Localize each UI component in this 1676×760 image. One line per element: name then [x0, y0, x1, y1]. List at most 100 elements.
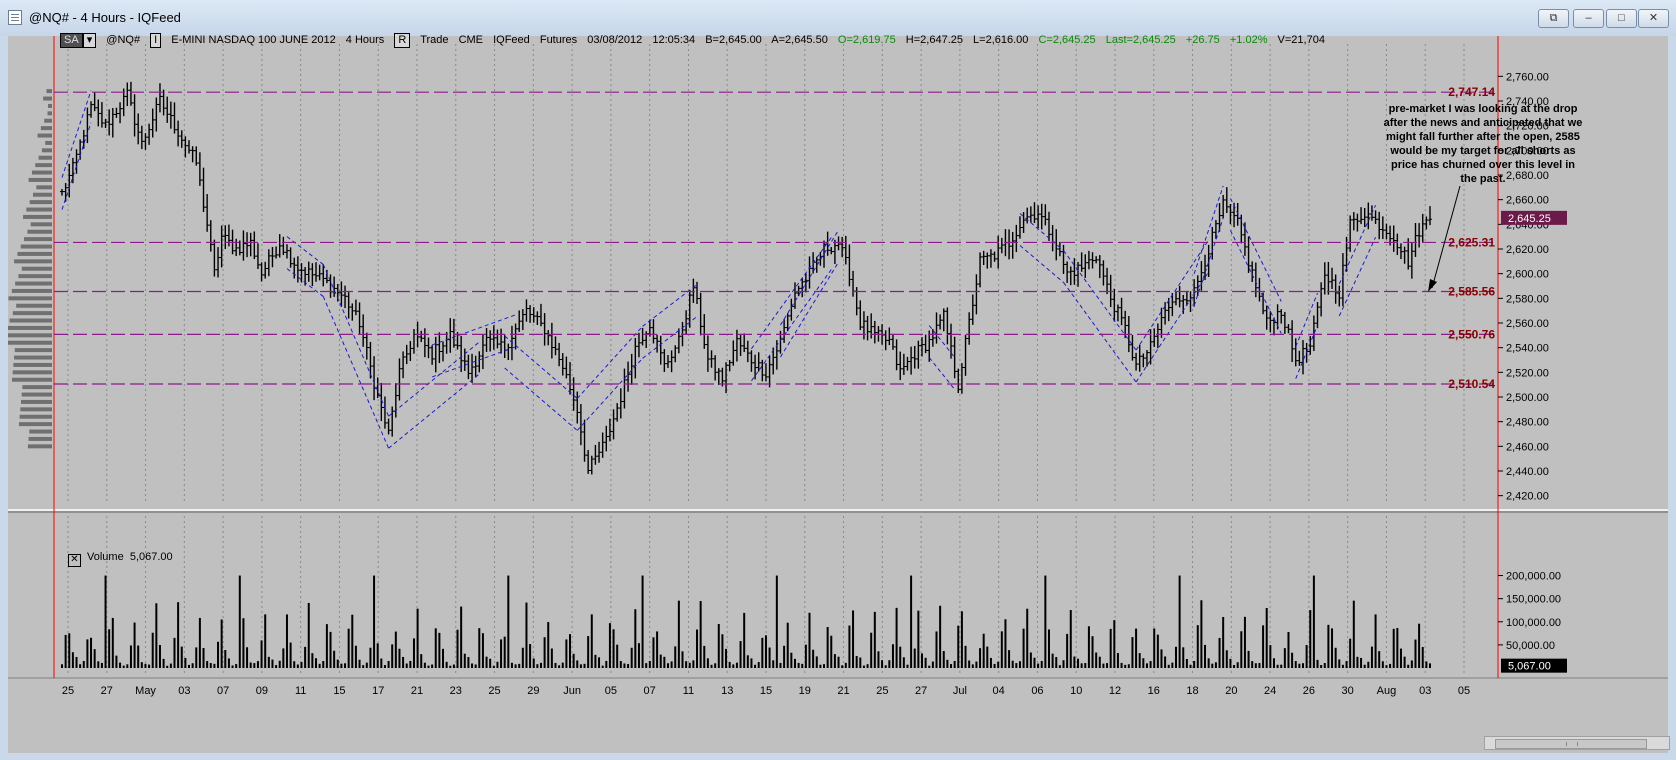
volume-bar [910, 575, 913, 668]
volume-profile-bar [38, 155, 52, 160]
volume-bar [899, 646, 902, 668]
volume-bar [779, 662, 782, 668]
level-label: 2,625.31 [1448, 235, 1495, 249]
volume-bar [855, 656, 858, 668]
volume-bar [1225, 650, 1228, 668]
volume-bar [1331, 628, 1334, 668]
volume-bar [732, 664, 735, 668]
volume-bar [1312, 575, 1315, 668]
volume-bar [815, 656, 818, 668]
x-tick-label: 09 [256, 685, 268, 697]
trendline [1019, 245, 1064, 283]
volume-bar [993, 663, 996, 668]
volume-bar [1185, 658, 1188, 668]
volume-bar [1142, 658, 1145, 668]
volume-bar [1363, 664, 1366, 668]
volume-bar [819, 664, 822, 668]
volume-bar [598, 657, 601, 668]
volume-bar [1207, 658, 1210, 668]
volume-bar [1410, 660, 1413, 668]
volume-bar [489, 658, 492, 668]
volume-bar [1399, 648, 1402, 668]
volume-bar [79, 664, 82, 668]
close-button[interactable]: ✕ [1638, 9, 1669, 28]
volume-bar [696, 629, 699, 668]
trendline [1338, 237, 1377, 317]
volume-bar [242, 618, 245, 668]
interval-button[interactable]: I [150, 33, 162, 48]
trendline [1135, 239, 1210, 351]
r-button[interactable]: R [394, 33, 411, 48]
volume-bar [1287, 631, 1290, 668]
volume-profile-bar [32, 192, 52, 197]
trendline [780, 261, 839, 358]
volume-bar [383, 665, 386, 668]
x-tick-label: 07 [644, 685, 656, 697]
volume-profile-bar [8, 325, 52, 330]
volume-bar [329, 631, 332, 668]
maximize-button[interactable]: □ [1606, 9, 1637, 28]
volume-bar [485, 656, 488, 668]
volume-close-icon[interactable]: ✕ [68, 554, 81, 567]
volume-bar [525, 602, 528, 668]
volume-profile-bar [47, 111, 52, 116]
volume-bar [1171, 662, 1174, 668]
x-tick-label: 30 [1342, 685, 1354, 697]
volume-bar [1196, 625, 1199, 668]
app-icon [8, 10, 22, 25]
symbol-header: SA ▾ @NQ# I E-MINI NASDAQ 100 JUNE 2012 4… [60, 33, 1332, 51]
volume-bar [496, 661, 499, 668]
minimize-button[interactable]: – [1573, 9, 1604, 28]
y-tick-label: 2,700.00 [1506, 145, 1549, 157]
volume-profile-bar [23, 214, 52, 219]
trendline [1295, 292, 1318, 347]
date-label: 03/08/2012 [587, 34, 643, 46]
volume-profile-bar [19, 414, 52, 419]
volume-bar [946, 659, 949, 668]
volume-bar [1062, 660, 1065, 668]
horizontal-scrollbar[interactable] [1484, 736, 1670, 750]
volume-bar [681, 651, 684, 668]
volume-bar [1055, 657, 1058, 668]
volume-profile-bar [46, 89, 52, 94]
restore-down-button[interactable]: ⧉ [1538, 9, 1569, 28]
y-tick-label: 2,760.00 [1506, 71, 1549, 83]
annotation-arrowhead [1428, 279, 1437, 292]
volume-bar [438, 632, 441, 668]
volume-bar [90, 637, 93, 668]
volume-bar [1305, 645, 1308, 668]
y-tick-label: 2,580.00 [1506, 293, 1549, 305]
volume-bar [768, 647, 771, 668]
x-tick-label: 04 [993, 685, 1005, 697]
x-tick-label: Jul [953, 685, 967, 697]
volume-bar [1145, 663, 1148, 668]
volume-bar [325, 624, 328, 668]
x-tick-label: 21 [411, 685, 423, 697]
bid-label: B=2,645.00 [705, 34, 762, 46]
volume-bar [235, 664, 238, 668]
volume-bar [721, 634, 724, 668]
volume-bar [1037, 663, 1040, 668]
volume-bar [1360, 657, 1363, 668]
volume-bar [452, 664, 455, 668]
volume-bar [311, 653, 314, 668]
chart-canvas[interactable]: 25 27 May 03 07 09 11 15 17 21 23 25 29 Jun 05 07 11 13 15… [8, 36, 1668, 753]
sa-button[interactable]: SA [60, 33, 83, 48]
volume-bar [184, 657, 187, 668]
y-tick-label: 2,600.00 [1506, 269, 1549, 281]
x-tick-label: 15 [760, 685, 772, 697]
volume-profile [8, 89, 53, 449]
sa-dropdown-button[interactable]: ▾ [82, 33, 97, 48]
title-bar[interactable]: @NQ# - 4 Hours - IQFeed ⧉ – □ ✕ [0, 0, 1676, 36]
trendline [504, 335, 578, 399]
trendline [1019, 213, 1064, 251]
x-tick-label: 23 [450, 685, 462, 697]
interval-label: 4 Hours [345, 34, 385, 46]
volume-bar [743, 612, 746, 668]
scrollbar-grip-icon [1566, 742, 1578, 746]
volume-bar [467, 657, 470, 668]
volume-bar [1084, 663, 1087, 668]
volume-bar [1080, 663, 1083, 668]
scrollbar-thumb[interactable] [1495, 739, 1647, 749]
